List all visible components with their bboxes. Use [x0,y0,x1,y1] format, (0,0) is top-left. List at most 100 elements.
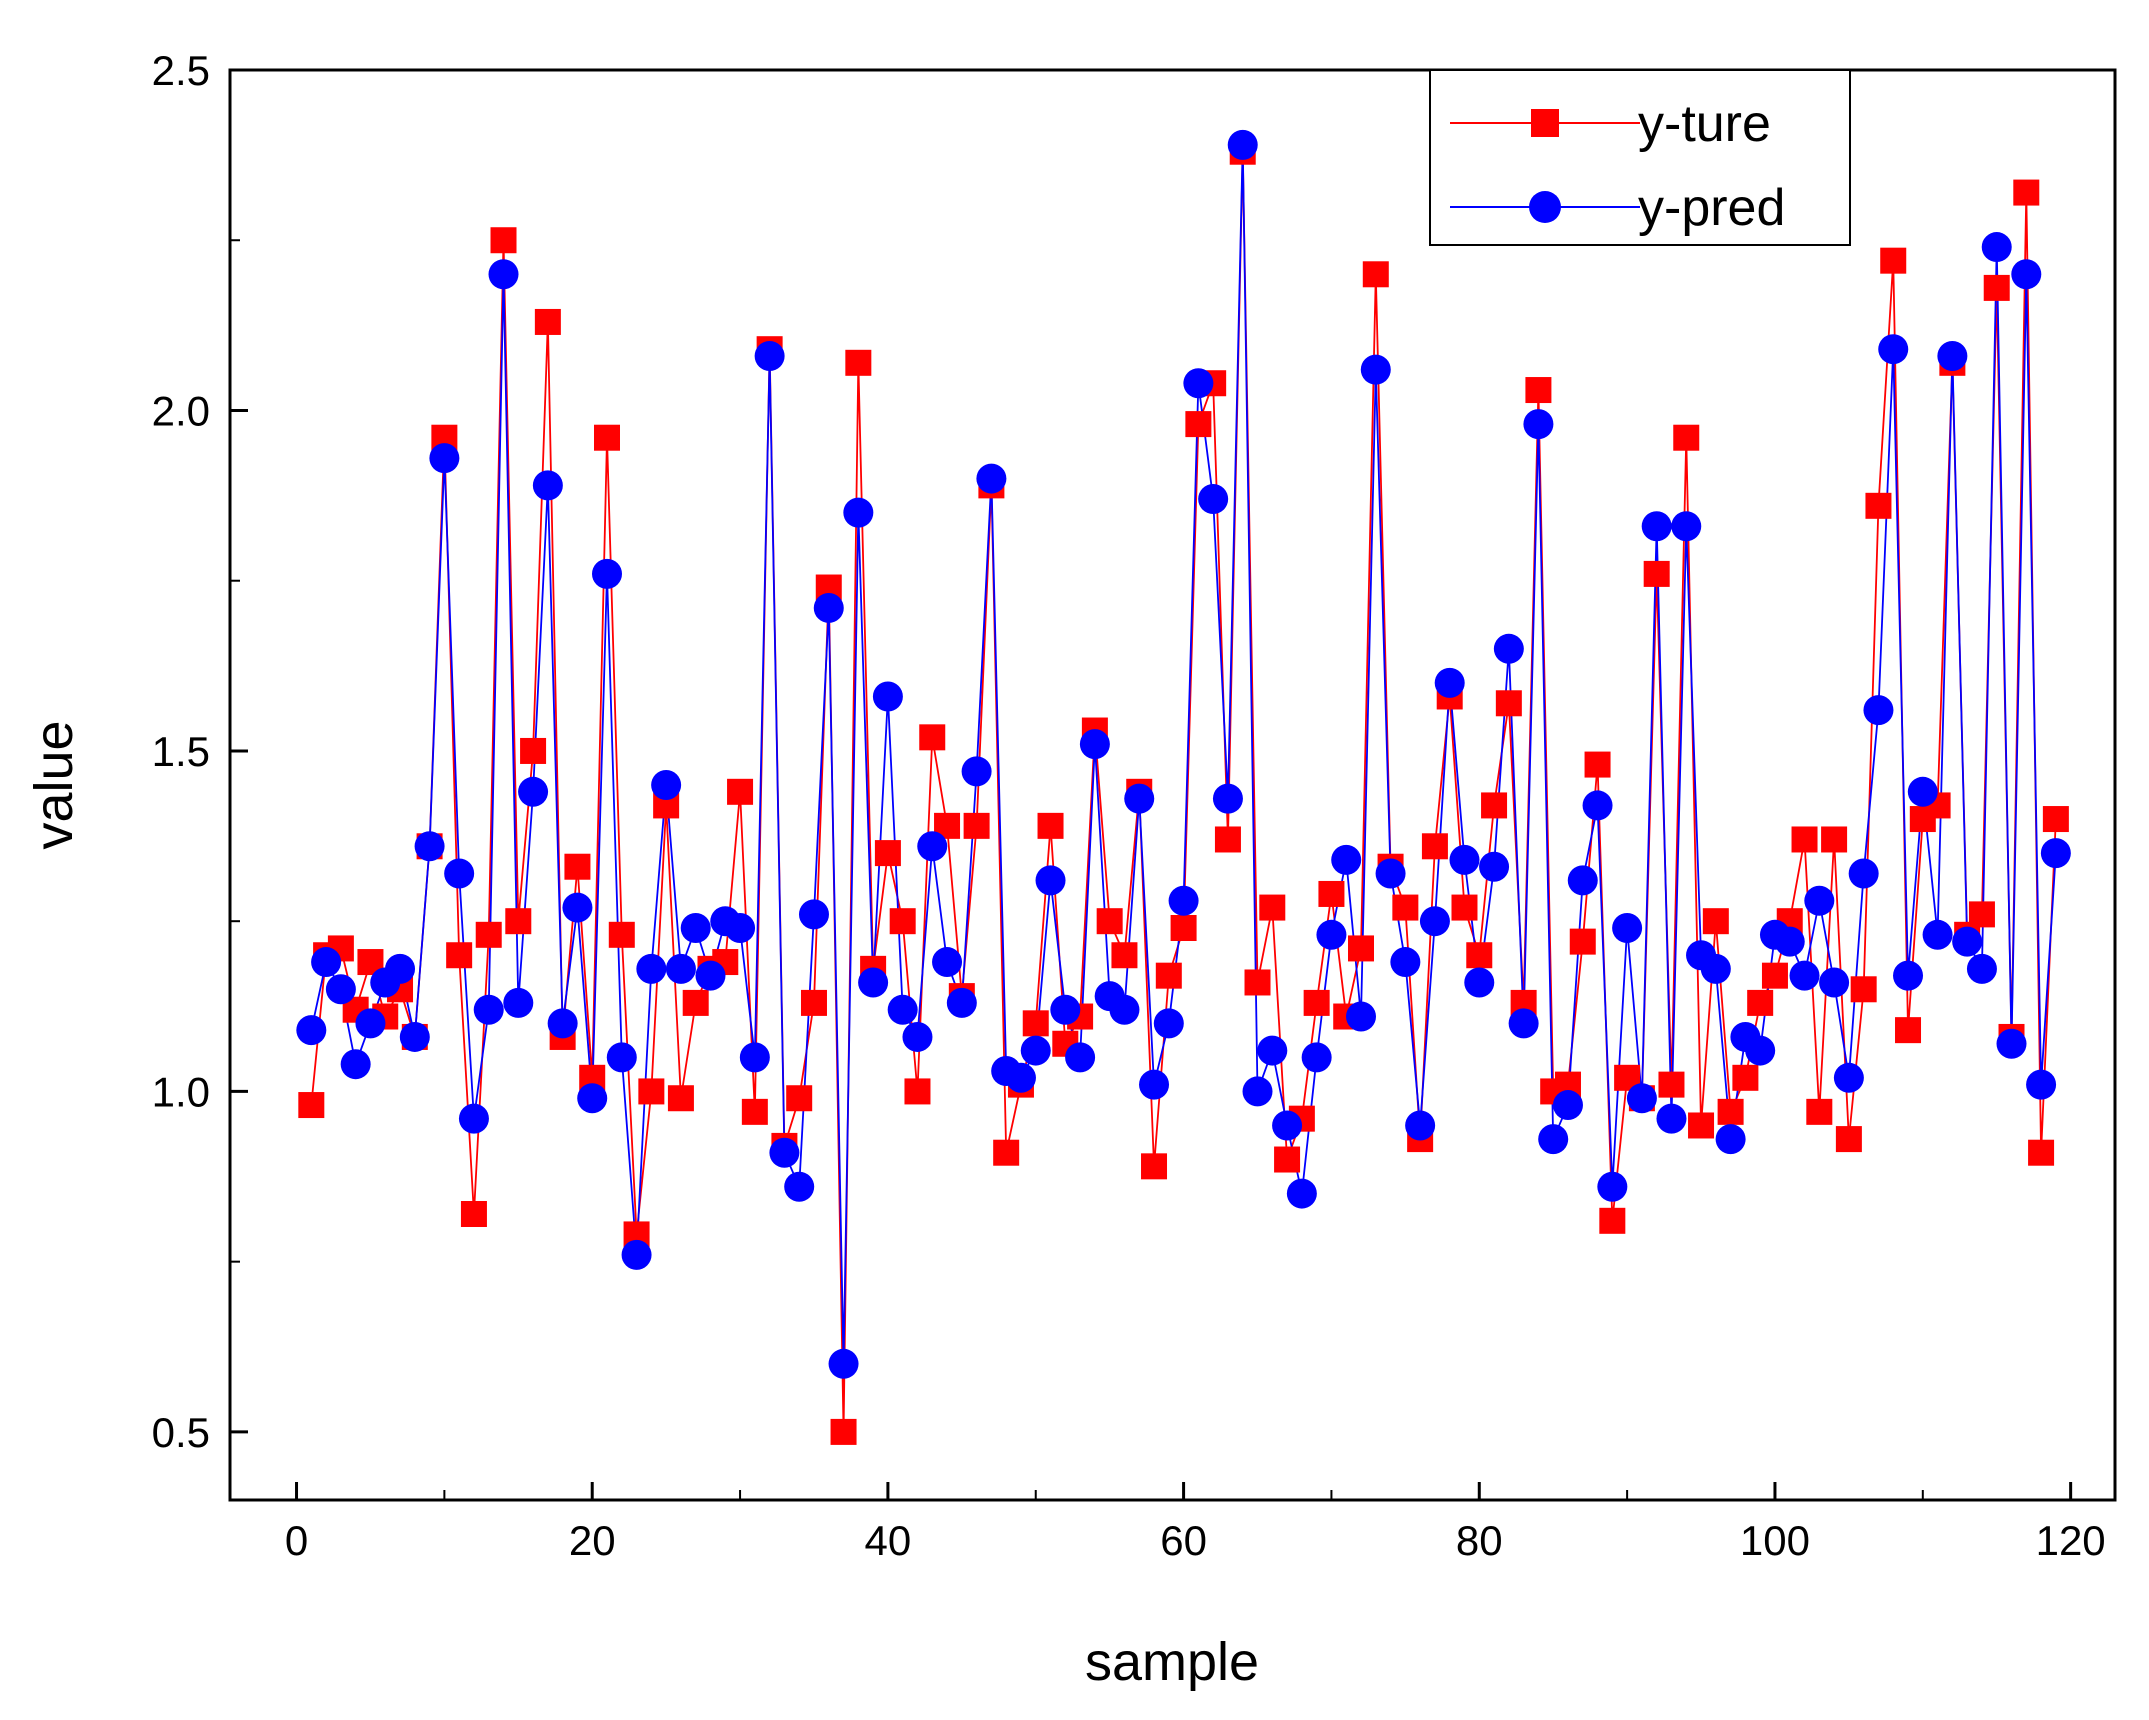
point-y-pred [1020,1035,1051,1066]
point-y-pred [739,1042,770,1073]
series-line-y-pred [310,144,2057,1364]
point-y-pred [2026,1069,2057,1100]
point-y-ture [1821,826,1848,853]
point-y-ture [786,1085,813,1112]
point-y-ture [1673,424,1700,451]
point-y-pred [385,953,416,984]
point-y-pred [858,967,889,998]
x-tick-label: 120 [2036,1517,2106,1564]
point-y-pred [1922,919,1953,950]
point-y-pred [2040,838,2071,869]
point-y-pred [1848,858,1879,889]
point-y-ture [1155,962,1182,989]
point-y-pred [1301,1042,1332,1073]
point-y-ture [1214,826,1241,853]
point-y-pred [1715,1124,1746,1155]
point-y-ture [1244,969,1271,996]
point-y-pred [562,892,593,923]
point-y-pred [1582,790,1613,821]
point-y-pred [473,994,504,1025]
point-y-pred [355,1008,386,1039]
point-y-pred [1893,960,1924,991]
point-y-ture [1392,894,1419,921]
point-y-pred [1434,667,1465,698]
point-y-pred [784,1171,815,1202]
point-y-pred [606,1042,637,1073]
point-y-pred [1346,1001,1376,1032]
point-y-ture [1451,894,1478,921]
point-y-ture [1022,1010,1049,1037]
point-y-ture [741,1098,768,1125]
point-y-ture [1141,1153,1168,1180]
point-y-pred [518,776,549,807]
point-y-ture [1318,880,1345,907]
x-tick-label: 40 [865,1517,912,1564]
y-tick-label: 1.5 [152,728,210,775]
point-y-pred [754,341,785,371]
point-y-ture [564,853,591,880]
point-y-pred [1878,334,1909,365]
point-y-ture [1421,833,1448,860]
point-y-pred [532,470,563,501]
point-y-pred [1479,851,1510,882]
point-y-ture [1983,274,2010,301]
point-y-pred [798,899,829,930]
point-y-ture [2028,1139,2055,1166]
point-y-ture [2013,179,2040,206]
point-y-ture [963,812,990,839]
point-y-ture [1584,751,1611,778]
point-y-ture [298,1092,325,1119]
point-y-pred [325,974,356,1005]
point-y-pred [813,592,844,623]
point-y-pred [296,1015,327,1046]
point-y-pred [1035,865,1066,896]
point-y-pred [1966,953,1997,984]
y-axis-title: value [24,720,84,849]
point-y-pred [1745,1035,1776,1066]
point-y-pred [1272,1110,1303,1141]
point-y-pred [1257,1035,1288,1066]
point-y-ture [534,308,561,335]
point-y-ture [460,1201,487,1227]
point-y-ture [520,737,547,764]
point-y-ture [1274,1146,1301,1173]
point-y-pred [577,1083,608,1114]
point-y-pred [1774,926,1805,957]
point-y-pred [429,443,460,474]
point-y-ture [1525,377,1552,404]
point-y-pred [769,1137,800,1168]
point-y-pred [1419,906,1450,937]
point-y-pred [1612,913,1643,943]
point-y-pred [1493,633,1524,664]
point-y-ture [1111,942,1138,969]
point-y-pred [1523,409,1554,440]
point-y-pred [695,960,726,991]
point-y-pred [444,858,475,889]
point-y-ture [919,724,946,751]
point-y-pred [1597,1171,1628,1202]
point-y-pred [1360,354,1391,385]
point-y-pred [843,497,874,528]
point-y-ture [1880,247,1907,274]
point-y-pred [1952,926,1983,957]
legend-marker-y-ture [1531,109,1559,137]
point-y-ture [1732,1064,1759,1091]
point-y-ture [1895,1017,1922,1044]
point-y-pred [828,1348,859,1379]
point-y-ture [1761,962,1788,989]
point-y-pred [1656,1103,1687,1134]
point-y-ture [1096,908,1123,935]
point-y-pred [399,1021,430,1052]
point-y-ture [1348,935,1374,962]
point-y-pred [1198,484,1229,514]
point-y-pred [932,947,963,978]
point-y-pred [1153,1008,1184,1039]
point-y-ture [1747,989,1774,1016]
point-y-ture [608,921,635,948]
point-y-pred [976,463,1007,494]
point-y-pred [1538,1124,1569,1155]
point-y-pred [458,1103,489,1134]
point-y-pred [1212,783,1243,814]
point-y-pred [1907,776,1938,807]
